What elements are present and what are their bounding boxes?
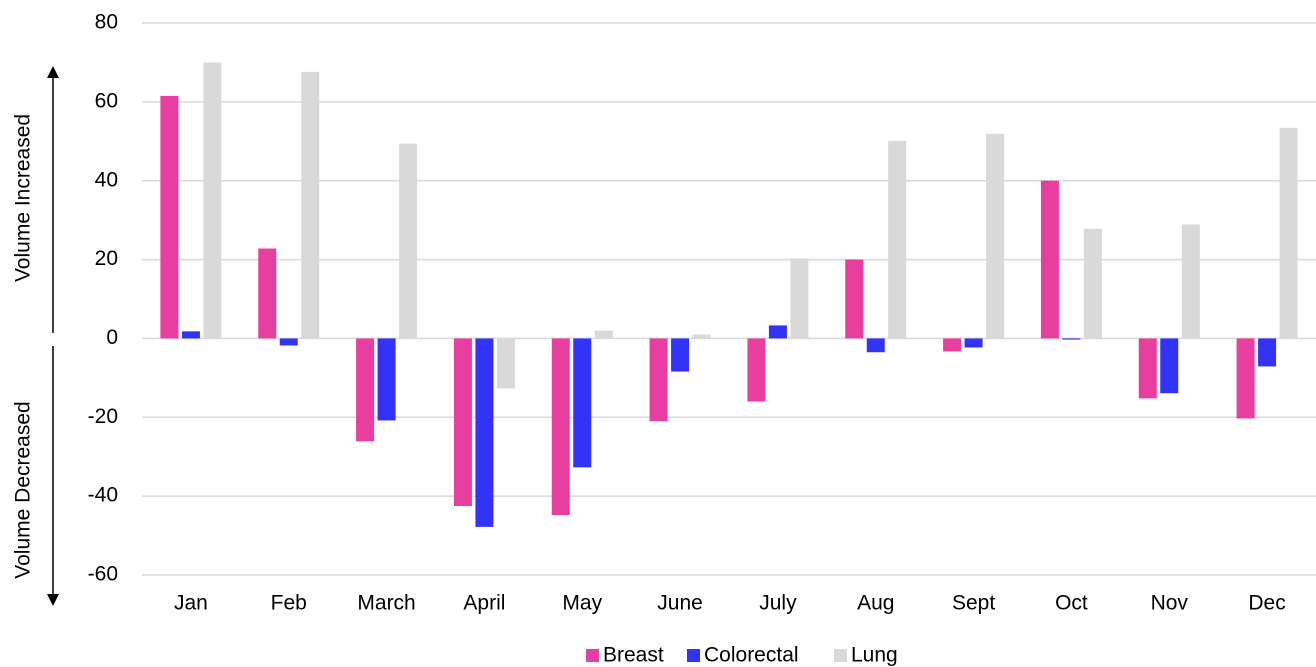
bar	[377, 338, 396, 421]
bar	[258, 248, 277, 339]
bar	[1236, 338, 1255, 419]
y-tick-label: 20	[95, 247, 118, 270]
y-tick-label: 40	[95, 168, 118, 191]
bar	[1279, 127, 1298, 339]
y-tick-label: -60	[88, 563, 118, 586]
x-tick-label: Dec	[1248, 592, 1285, 615]
bar	[573, 338, 592, 468]
x-tick-label: Oct	[1055, 592, 1088, 615]
bar	[943, 338, 962, 352]
bar	[356, 338, 375, 442]
bar	[845, 259, 864, 339]
bar	[203, 62, 222, 339]
x-tick-label: Aug	[857, 592, 894, 615]
y-tick-label: 80	[95, 11, 118, 34]
legend-label: Lung	[851, 644, 898, 667]
x-tick-label: July	[759, 592, 797, 615]
bar	[1083, 228, 1102, 339]
legend-label: Colorectal	[704, 644, 799, 667]
bar	[1160, 338, 1179, 394]
x-tick-label: Feb	[271, 592, 307, 615]
y-tick-label: 60	[95, 89, 118, 112]
bar	[475, 338, 494, 527]
bar	[181, 331, 200, 339]
annotation: Volume Decreased	[12, 401, 35, 578]
bar	[768, 325, 787, 339]
bar	[866, 338, 885, 353]
bar	[747, 338, 766, 402]
bar	[1062, 338, 1081, 340]
bar	[1138, 338, 1157, 399]
x-tick-label: June	[657, 592, 703, 615]
bar	[986, 133, 1005, 339]
bar	[551, 338, 570, 516]
bar	[964, 338, 983, 348]
bar	[279, 338, 298, 346]
x-tick-label: Nov	[1151, 592, 1189, 615]
bar	[671, 338, 690, 372]
y-tick-label: -20	[88, 405, 118, 428]
bar	[496, 338, 515, 389]
x-tick-label: March	[357, 592, 415, 615]
bar	[453, 338, 472, 506]
legend-swatch	[834, 649, 847, 662]
x-tick-label: May	[562, 592, 602, 615]
bar	[1181, 224, 1200, 339]
legend-swatch	[586, 649, 599, 662]
bar	[790, 258, 809, 339]
bar	[160, 95, 179, 339]
bar	[649, 338, 668, 422]
x-tick-label: April	[463, 592, 505, 615]
bar	[1258, 338, 1277, 367]
bar	[1040, 180, 1059, 339]
x-tick-label: Jan	[174, 592, 208, 615]
bar	[301, 71, 320, 339]
bar	[594, 330, 613, 339]
annotation: Volume Increased	[12, 114, 35, 282]
y-tick-label: -40	[88, 484, 118, 507]
legend-label: Breast	[603, 644, 664, 667]
bar	[399, 143, 418, 339]
y-tick-label: 0	[106, 326, 118, 349]
bar	[692, 334, 711, 339]
x-tick-label: Sept	[952, 592, 995, 615]
bar	[888, 140, 907, 339]
legend-swatch	[687, 649, 700, 662]
